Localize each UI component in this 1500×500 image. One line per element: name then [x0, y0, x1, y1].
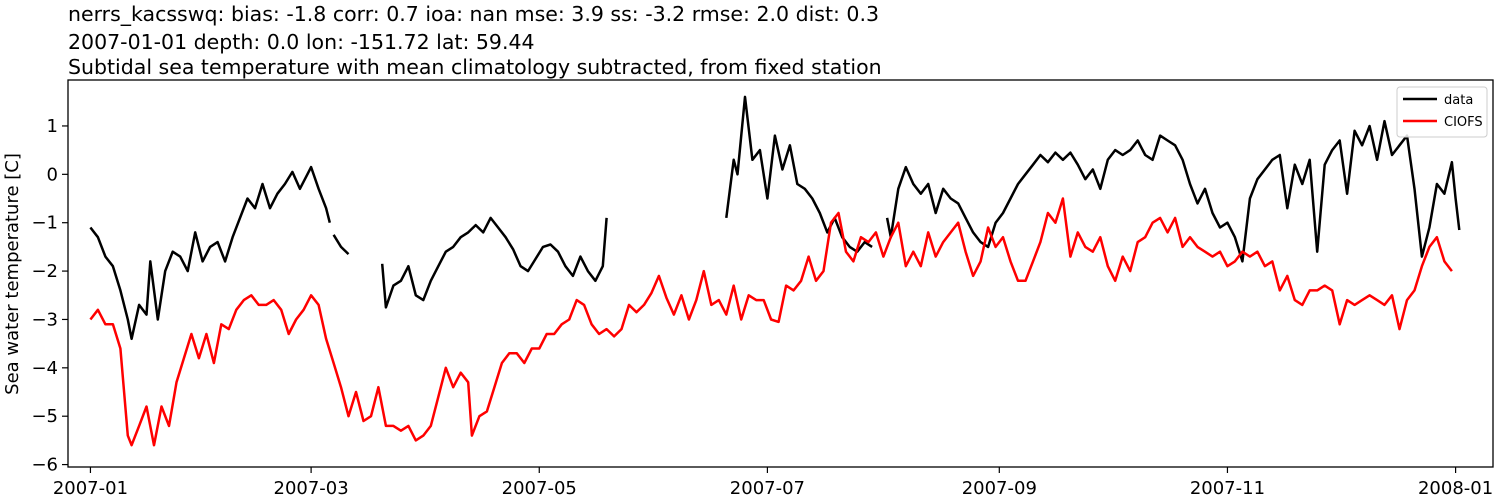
series-line-data-segment-2 [332, 234, 350, 256]
axis-layer: 2007-01 2007-03 2007-05 2007-07 2007-09 2007-… [31, 116, 1493, 499]
x-tick-label: 2007-03 [274, 478, 349, 499]
plot-frame [67, 79, 1494, 468]
series-line-data-segment-4 [725, 95, 873, 253]
y-tick-label: −4 [31, 358, 58, 379]
series-line-data-segment-3 [380, 216, 608, 309]
legend-label-ciofs: CIOFS [1444, 115, 1483, 130]
series-line-data-segment-5 [885, 119, 1461, 263]
y-tick-label: 0 [47, 164, 58, 185]
x-tick-label: 2007-07 [730, 478, 805, 499]
x-tick-label: 2007-09 [962, 478, 1037, 499]
chart-title-description: Subtidal sea temperature with mean clima… [68, 55, 882, 79]
y-tick-label: −5 [31, 406, 58, 427]
legend-label-data: data [1444, 93, 1473, 108]
series-line-ciofs-segment-1 [89, 197, 1453, 447]
y-tick-label: −1 [31, 213, 58, 234]
chart-title-station-info: 2007-01-01 depth: 0.0 lon: -151.72 lat: … [68, 30, 535, 54]
x-tick-label: 2007-01 [53, 478, 128, 499]
y-tick-label: −6 [31, 455, 58, 476]
series-line-data-segment-1 [89, 165, 332, 341]
x-tick-label: 2007-05 [502, 478, 577, 499]
chart-title-metrics: nerrs_kacsswq: bias: -1.8 corr: 0.7 ioa:… [68, 2, 880, 26]
x-tick-label: 2008-01 [1418, 478, 1493, 499]
y-tick-label: 1 [47, 116, 58, 137]
legend: data CIOFS [1396, 86, 1488, 138]
y-tick-label: −2 [31, 261, 58, 282]
x-tick-label: 2007-11 [1190, 478, 1265, 499]
y-tick-label: −3 [31, 309, 58, 330]
series-layer [89, 95, 1461, 447]
y-axis-label: Sea water temperature [C] [2, 153, 23, 395]
